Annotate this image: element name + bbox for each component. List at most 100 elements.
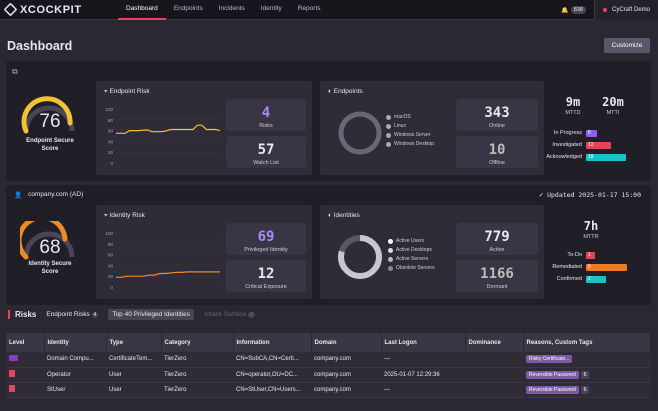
y-tick-label: 40 (108, 139, 114, 144)
level-icon (9, 355, 18, 362)
mttr-kpi: 7h MTTR (583, 219, 599, 240)
dormant-stat[interactable]: 1166 Dormant (456, 260, 538, 292)
status-bar-row[interactable]: To-Do 1 (546, 249, 646, 261)
tab-attack-surface[interactable]: Attack Surface 0 (204, 311, 255, 318)
legend-active-desktops: Active Desktops (388, 247, 435, 253)
offline-stat[interactable]: 10 Offline (456, 136, 538, 168)
devices-icon: ⧉ (12, 67, 18, 76)
status-label: Confirmed (556, 276, 582, 282)
identity-risk-title: ⌖ Identity Risk (104, 212, 145, 219)
top-bar: XCOCKPIT Dashboard Endpoints Incidents I… (0, 0, 658, 20)
endpoint-score-label: Endpoint Secure Score (26, 138, 74, 152)
status-bar: 1 (586, 251, 595, 259)
table-row[interactable]: Operator User TierZero CN=operator,OU=DC… (6, 367, 651, 383)
mttr-bars: To-Do 1 Remediated 5 Confirmed 2 (546, 249, 646, 285)
endpoint-score: 76 (39, 111, 61, 132)
level-icon (9, 370, 15, 377)
y-tick-label: 20 (108, 150, 114, 155)
status-label: Acknowledged (546, 154, 582, 160)
nav-identity[interactable]: Identity (260, 5, 282, 12)
y-tick-label: 60 (108, 253, 114, 258)
main-nav: Dashboard Endpoints Incidents Identity R… (118, 0, 329, 20)
col-category[interactable]: Category (161, 333, 234, 352)
status-label: To-Do (567, 252, 582, 258)
response-bars: In Progress 5 Investigated 12 Acknowledged 18 (546, 127, 646, 163)
identities-donut (338, 235, 382, 279)
identities-legend: Active Users Active Desktops Active Serv… (388, 238, 435, 274)
tab-privileged-identities[interactable]: Top 40 Privileged Identities (108, 309, 194, 320)
reason-tag[interactable]: Risky Certificate... (526, 355, 573, 364)
customize-button[interactable]: Customize (604, 38, 650, 53)
reason-tag[interactable]: Reversible Password (526, 385, 579, 394)
status-label: In Progress (553, 130, 582, 136)
status-label: Investigated (552, 142, 582, 148)
domain-header: 👤 company.com (AD) (14, 191, 83, 199)
more-tags-count[interactable]: 6 (580, 370, 590, 379)
online-stat[interactable]: 343 Online (456, 99, 538, 131)
col-type[interactable]: Type (106, 333, 162, 352)
col-level[interactable]: Level (6, 333, 45, 352)
nav-dashboard[interactable]: Dashboard (118, 0, 166, 20)
user-name: CyCraft Demo (611, 7, 650, 13)
critical-exposure-stat[interactable]: 12 Critical Exposure (226, 260, 306, 292)
status-bar-row[interactable]: Acknowledged 18 (546, 151, 646, 163)
series-line (116, 271, 220, 278)
col-domain[interactable]: Domain (311, 333, 382, 352)
bell-icon: 🔔 (561, 7, 569, 14)
notification-count: 838 (570, 6, 586, 14)
risks-title: Risks (8, 310, 36, 319)
identity-score: 68 (39, 237, 61, 258)
identity-score-label: Identity Secure Score (28, 261, 72, 275)
identities-card: ◐ Identities Active Users Active Desktop… (320, 205, 544, 299)
col-last-logon[interactable]: Last Logon (381, 333, 466, 352)
legend-windows-desktop: Windows Desktop (386, 141, 434, 147)
status-bar-row[interactable]: Confirmed 2 (546, 273, 646, 285)
active-stat[interactable]: 779 Active (456, 223, 538, 255)
col-identity[interactable]: Identity (44, 333, 107, 352)
y-tick-label: 100 (105, 107, 113, 112)
tab-endpoint-risks[interactable]: Endpoint Risks 4 (46, 311, 99, 318)
endpoint-risk-card: ⌖ Endpoint Risk 100 80 60 40 20 0 4 Risks 57 Wa… (96, 81, 312, 175)
status-dot (602, 8, 607, 12)
table-row[interactable]: Domain Compu... CertificateTem... TierZe… (6, 352, 651, 368)
more-tags-count[interactable]: 6 (580, 385, 590, 394)
col-dominance[interactable]: Dominance (465, 333, 524, 352)
col-reasons[interactable]: Reasons, Custom Tags (523, 333, 651, 352)
status-bar-row[interactable]: In Progress 5 (546, 127, 646, 139)
notifications-button[interactable]: 🔔 838 (561, 6, 586, 14)
y-tick-label: 0 (110, 285, 113, 290)
status-bar: 5 (586, 263, 627, 271)
endpoint-risk-chart: 100 80 60 40 20 0 (105, 107, 221, 166)
endpoints-legend: macOS Linux Windows Server Windows Deskt… (386, 114, 434, 150)
risk-tabs: Risks Endpoint Risks 4 Top 40 Privileged… (8, 309, 255, 320)
y-tick-label: 20 (108, 274, 114, 279)
endpoints-title: ◐ Endpoints (328, 88, 363, 95)
status-bar: 2 (586, 275, 607, 283)
status-bar-row[interactable]: Investigated 12 (546, 139, 646, 151)
watch-list-stat[interactable]: 57 Watch List (226, 136, 306, 168)
reason-tag[interactable]: Reversible Password (526, 370, 579, 379)
user-menu[interactable]: CyCraft Demo (593, 0, 658, 20)
status-bar: 5 (586, 129, 597, 137)
y-tick-label: 60 (108, 129, 114, 134)
status-bar-row[interactable]: Remediated 5 (546, 261, 646, 273)
endpoint-section: ⧉ 76 Endpoint Secure Score ⌖ Endpoint Ri… (6, 61, 651, 181)
endpoint-risk-title: ⌖ Endpoint Risk (104, 88, 150, 95)
identity-score-gauge (20, 221, 75, 260)
risks-stat[interactable]: 4 Risks (226, 99, 306, 131)
y-tick-label: 100 (105, 231, 113, 236)
status-label: Remediated (552, 264, 582, 270)
endpoint-score-gauge (21, 96, 75, 134)
check-icon: ✓ (538, 192, 545, 199)
privileged-identity-stat[interactable]: 69 Privileged Identity (226, 223, 306, 255)
legend-macos: macOS (386, 114, 434, 120)
nav-endpoints[interactable]: Endpoints (173, 5, 203, 12)
nav-reports[interactable]: Reports (297, 5, 321, 12)
domain-name: company.com (AD) (28, 191, 84, 198)
app-logo[interactable]: XCOCKPIT (3, 2, 82, 17)
y-tick-label: 40 (108, 263, 114, 268)
nav-incidents[interactable]: Incidents (218, 5, 245, 12)
level-icon (9, 385, 15, 392)
col-information[interactable]: Information (233, 333, 312, 352)
table-row[interactable]: StUser User TierZero CN=StUser,CN=Users.… (6, 382, 651, 398)
